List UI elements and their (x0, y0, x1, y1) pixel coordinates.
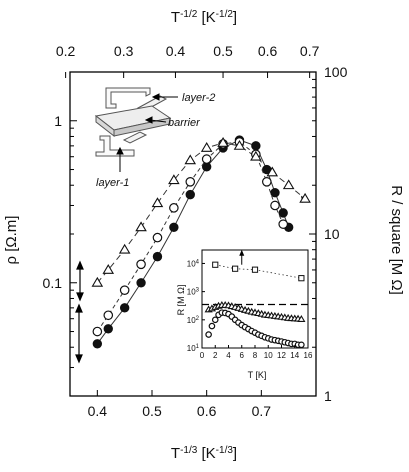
label-layer-2: layer-2 (182, 92, 215, 104)
data-point-open-triangle (135, 221, 147, 232)
data-point-open-triangle (233, 139, 246, 150)
inset-y-label: R [M Ω] (176, 285, 186, 316)
data-point-open-triangle (118, 243, 131, 254)
inset-x-tick-label: 4 (226, 351, 231, 360)
x-bottom-label: T-1/3 [K-1/3] (171, 445, 237, 463)
inset-y-tick-label: 102 (187, 316, 200, 325)
y-right-label: R / square [M Ω] (388, 185, 405, 295)
x-bottom-tick-label: 0.5 (142, 403, 162, 419)
inset-y-tick-label: 103 (187, 288, 200, 297)
data-point-filled-circle (251, 141, 261, 151)
data-point-open-square (232, 265, 239, 272)
data-point-filled-circle (169, 222, 179, 232)
y-left-label: ρ [Ω.m] (3, 216, 20, 265)
inset-x-tick-label: 10 (264, 351, 273, 360)
data-point-open-circle (298, 341, 305, 349)
data-point-open-triangle (184, 154, 197, 165)
data-point-open-square (212, 261, 219, 268)
x-top-tick-label: 0.6 (258, 43, 278, 59)
data-point-open-circle (136, 259, 146, 270)
data-point-open-triangle (282, 179, 295, 190)
x-top-tick-label: 0.2 (56, 43, 76, 59)
inset-x-label: T [K] (248, 370, 267, 380)
data-point-open-circle (201, 154, 212, 164)
y-left-tick-label: 1 (54, 113, 62, 129)
data-point-open-circle (208, 322, 216, 330)
inset-y-tick-label: 104 (187, 259, 200, 268)
data-point-open-triangle (151, 197, 164, 208)
series-line (96, 141, 284, 332)
data-point-open-square (251, 266, 259, 273)
data-point-open-triangle (250, 150, 262, 161)
y-left-tick-label: 0.1 (43, 275, 63, 291)
x-bottom-tick-label: 0.7 (252, 403, 272, 419)
inset-arrow-head (239, 249, 245, 256)
x-top-tick-label: 0.4 (166, 43, 186, 59)
device-schematic (94, 87, 172, 157)
data-point-open-circle (270, 200, 280, 211)
x-top-tick-label: 0.5 (213, 43, 233, 59)
data-point-open-circle (152, 232, 163, 243)
series-line-triangle (96, 142, 306, 284)
data-point-filled-circle (185, 189, 195, 200)
x-top-tick-label: 0.7 (300, 43, 320, 59)
data-point-filled-circle (136, 278, 146, 288)
inset-x-tick-label: 6 (240, 351, 245, 360)
data-point-open-circle (119, 285, 130, 295)
y-right-tick-label: 10 (324, 226, 340, 242)
data-point-open-triangle (266, 166, 279, 177)
inset-data-layer (202, 249, 308, 349)
data-point-open-triangle (299, 192, 311, 203)
data-point-open-circle (169, 203, 179, 213)
data-point-open-triangle (217, 136, 229, 147)
label-layer-1: layer-1 (96, 177, 129, 189)
y-right-tick-label: 100 (324, 64, 348, 80)
data-point-filled-circle (103, 324, 113, 334)
data-point-open-circle (185, 177, 196, 187)
data-point-open-circle (211, 316, 219, 324)
main-data-layer (91, 135, 311, 349)
data-point-filled-circle (119, 303, 130, 313)
data-point-open-triangle (297, 315, 306, 322)
data-point-open-triangle (200, 141, 213, 152)
x-bottom-tick-label: 0.4 (88, 403, 108, 419)
inset-x-tick-label: 12 (277, 351, 286, 360)
data-point-filled-circle (152, 251, 163, 262)
low-t-arrows (75, 260, 84, 364)
data-point-open-circle (92, 326, 103, 337)
inset-x-tick-label: 2 (213, 351, 218, 360)
x-top-tick-label: 0.3 (114, 43, 134, 59)
data-point-open-circle (205, 331, 212, 338)
inset-axis-ticks: 0 2 4 6 8 10 12 14 16 101 102 103 104 (187, 259, 313, 360)
data-point-open-circle (261, 177, 272, 187)
inset-x-tick-label: 16 (304, 351, 313, 360)
data-point-filled-circle (278, 208, 288, 218)
data-point-open-triangle (168, 174, 180, 185)
inset-x-tick-label: 0 (200, 351, 205, 360)
inset-y-tick-label: 101 (187, 344, 200, 353)
data-point-open-circle (103, 310, 114, 321)
y-right-tick-label: 1 (324, 388, 332, 404)
data-point-filled-circle (92, 339, 103, 349)
x-top-label: T-1/2 [K-1/2] (171, 9, 237, 27)
data-point-open-circle (278, 219, 288, 229)
data-point-open-triangle (91, 276, 104, 287)
inset-x-tick-label: 14 (290, 351, 299, 360)
data-point-open-square (298, 275, 305, 282)
x-bottom-tick-label: 0.6 (197, 403, 217, 419)
data-point-open-triangle (102, 264, 115, 274)
label-barrier: barrier (168, 117, 201, 129)
inset-x-tick-label: 8 (253, 351, 258, 360)
schematic-arrows (116, 93, 178, 172)
